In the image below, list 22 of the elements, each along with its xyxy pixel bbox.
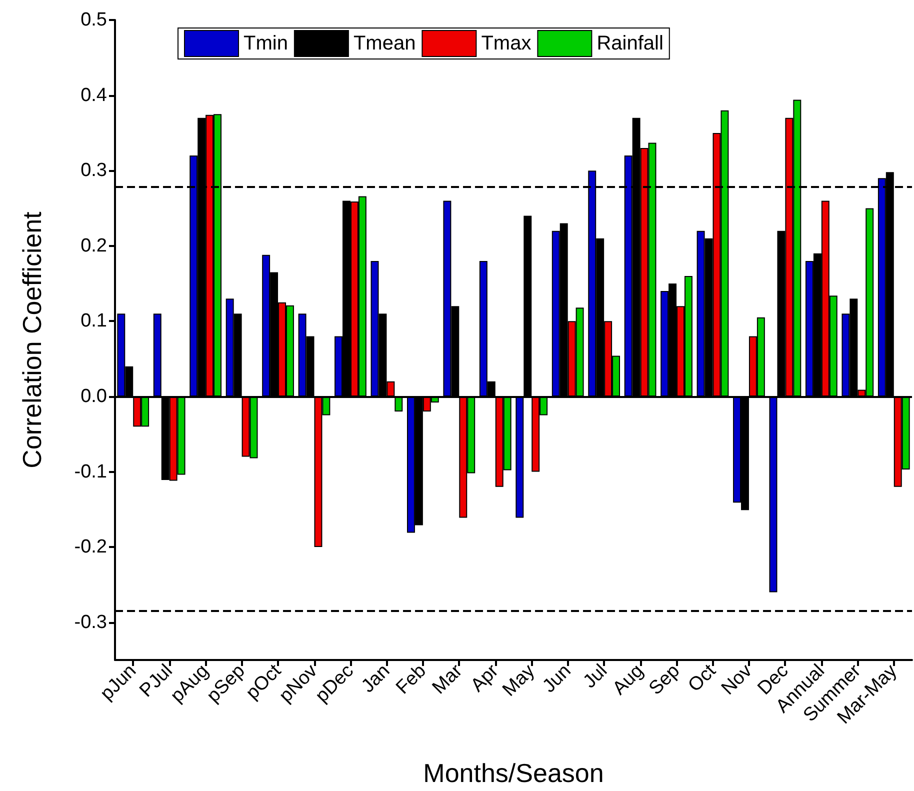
- y-tick-label: 0.0: [80, 386, 107, 407]
- x-tick-label: Aug: [608, 660, 648, 700]
- legend-label: Rainfall: [596, 32, 664, 54]
- legend-label: Tmean: [353, 32, 416, 54]
- legend-label: Tmax: [481, 32, 532, 54]
- x-tick-label: Sep: [645, 660, 684, 700]
- y-tick-label: 0.5: [80, 10, 107, 30]
- x-tick-label: Feb: [392, 660, 430, 699]
- x-tick-label: Jan: [358, 660, 394, 698]
- x-tick-label: Mar: [428, 660, 467, 699]
- y-tick-label: -0.1: [74, 461, 107, 482]
- x-tick-label: Jun: [538, 660, 576, 698]
- y-tick-label: 0.1: [80, 310, 107, 332]
- legend-label: Tmin: [244, 32, 288, 54]
- x-axis-title: Months/Season: [423, 758, 604, 788]
- y-tick-label: -0.2: [74, 536, 107, 558]
- y-tick-label: 0.3: [80, 160, 107, 182]
- y-axis-title: Correlation Coefficient: [17, 210, 47, 468]
- y-tick-label: 0.4: [80, 84, 108, 106]
- y-tick-label: -0.3: [74, 612, 107, 633]
- x-tick-label: Jul: [579, 660, 612, 693]
- y-tick-label: 0.2: [80, 235, 107, 256]
